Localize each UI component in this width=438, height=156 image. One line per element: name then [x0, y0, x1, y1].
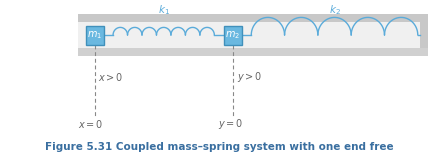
- Text: $y > 0$: $y > 0$: [236, 70, 261, 84]
- Bar: [85, 26, 103, 45]
- Bar: [78, 14, 427, 22]
- Bar: [419, 14, 427, 56]
- Text: $k_2$: $k_2$: [328, 3, 340, 17]
- Text: $x = 0$: $x = 0$: [78, 118, 103, 130]
- Bar: [223, 26, 241, 45]
- Bar: [78, 22, 419, 48]
- Text: $k_1$: $k_1$: [157, 3, 170, 17]
- Text: $m_1$: $m_1$: [87, 29, 102, 41]
- Text: Figure 5.31 Coupled mass–spring system with one end free: Figure 5.31 Coupled mass–spring system w…: [45, 142, 393, 152]
- Bar: [78, 48, 427, 56]
- Text: $m_2$: $m_2$: [225, 29, 240, 41]
- Text: $x > 0$: $x > 0$: [98, 71, 124, 83]
- Text: $y = 0$: $y = 0$: [217, 117, 243, 131]
